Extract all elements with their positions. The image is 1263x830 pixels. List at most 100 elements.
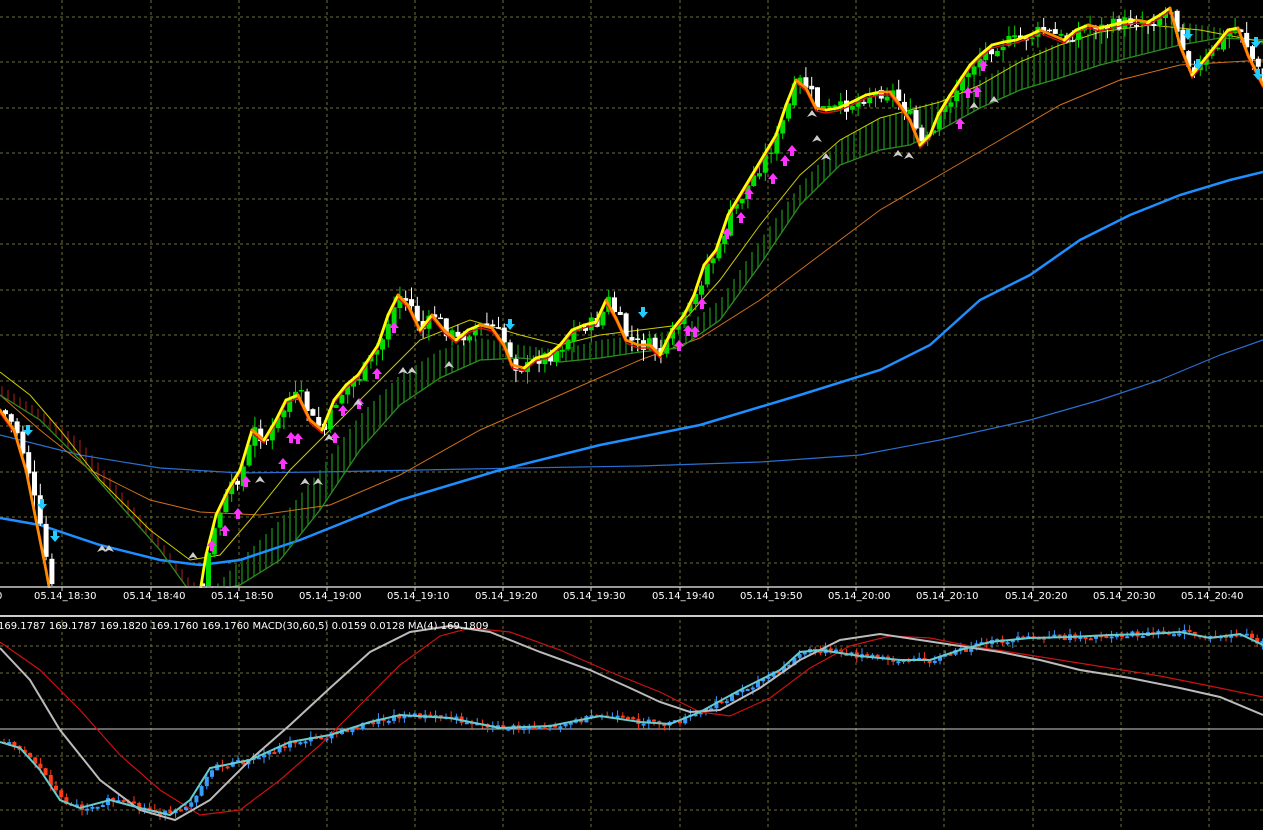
bull-candle[interactable] bbox=[397, 296, 403, 309]
bull-candle[interactable] bbox=[728, 209, 733, 236]
bear-candle[interactable] bbox=[235, 480, 240, 485]
bull-candle[interactable] bbox=[739, 198, 745, 204]
bull-candle[interactable] bbox=[867, 97, 873, 104]
bull-candle[interactable] bbox=[954, 90, 960, 102]
bull-candle[interactable] bbox=[855, 100, 861, 107]
bull-candle[interactable] bbox=[385, 323, 391, 340]
bull-candle[interactable] bbox=[269, 426, 275, 441]
bear-candle[interactable] bbox=[635, 338, 641, 340]
bull-candle[interactable] bbox=[838, 101, 844, 106]
bull-candle[interactable] bbox=[699, 285, 704, 295]
bull-candle[interactable] bbox=[223, 494, 229, 513]
buy-arrow-icon[interactable] bbox=[697, 298, 707, 309]
bear-candle[interactable] bbox=[623, 313, 629, 337]
bull-candle[interactable] bbox=[994, 50, 1000, 57]
bear-candle[interactable] bbox=[432, 314, 438, 318]
bull-candle[interactable] bbox=[1029, 37, 1035, 40]
bull-candle[interactable] bbox=[1226, 31, 1232, 37]
bear-candle[interactable] bbox=[919, 127, 925, 142]
bear-candle[interactable] bbox=[26, 452, 32, 474]
bull-candle[interactable] bbox=[1139, 21, 1145, 25]
bull-candle[interactable] bbox=[217, 513, 223, 528]
buy-arrow-icon[interactable] bbox=[674, 340, 684, 351]
bear-candle[interactable] bbox=[548, 353, 554, 362]
bear-candle[interactable] bbox=[14, 421, 20, 434]
bull-candle[interactable] bbox=[333, 405, 339, 408]
bull-candle[interactable] bbox=[983, 50, 989, 61]
bear-candle[interactable] bbox=[519, 370, 525, 372]
bull-candle[interactable] bbox=[936, 111, 942, 129]
bear-candle[interactable] bbox=[612, 297, 617, 313]
buy-arrow-icon[interactable] bbox=[690, 326, 700, 337]
bull-candle[interactable] bbox=[849, 105, 855, 110]
buy-arrow-icon[interactable] bbox=[389, 322, 399, 333]
bull-candle[interactable] bbox=[751, 175, 757, 187]
bull-candle[interactable] bbox=[374, 349, 380, 355]
bear-candle[interactable] bbox=[583, 326, 588, 331]
bull-candle[interactable] bbox=[971, 66, 977, 75]
bull-candle[interactable] bbox=[977, 58, 983, 68]
bull-candle[interactable] bbox=[1000, 46, 1006, 51]
bull-candle[interactable] bbox=[380, 339, 385, 350]
bear-candle[interactable] bbox=[652, 337, 658, 350]
buy-arrow-icon[interactable] bbox=[278, 458, 288, 469]
bear-candle[interactable] bbox=[1052, 29, 1058, 34]
buy-arrow-icon[interactable] bbox=[955, 118, 965, 129]
bull-candle[interactable] bbox=[664, 339, 670, 354]
bull-candle[interactable] bbox=[565, 339, 571, 350]
bear-candle[interactable] bbox=[902, 101, 907, 113]
bull-candle[interactable] bbox=[449, 330, 455, 337]
buy-arrow-icon[interactable] bbox=[963, 87, 973, 98]
bull-candle[interactable] bbox=[1157, 18, 1163, 25]
bull-candle[interactable] bbox=[786, 103, 791, 119]
buy-arrow-icon[interactable] bbox=[722, 228, 732, 239]
bear-candle[interactable] bbox=[438, 317, 443, 320]
bull-candle[interactable] bbox=[356, 379, 362, 381]
bull-candle[interactable] bbox=[339, 394, 345, 404]
bear-candle[interactable] bbox=[461, 335, 467, 341]
buy-arrow-icon[interactable] bbox=[233, 508, 243, 519]
sell-arrow-icon[interactable] bbox=[1183, 29, 1193, 40]
bear-candle[interactable] bbox=[316, 417, 322, 426]
bear-candle[interactable] bbox=[844, 100, 849, 112]
bull-candle[interactable] bbox=[1012, 35, 1018, 38]
bull-candle[interactable] bbox=[757, 173, 762, 177]
bull-candle[interactable] bbox=[710, 258, 716, 264]
bull-candle[interactable] bbox=[960, 76, 965, 91]
bull-candle[interactable] bbox=[942, 104, 948, 113]
bear-candle[interactable] bbox=[32, 471, 37, 496]
price-chart-pane[interactable] bbox=[0, 0, 1263, 596]
bull-candle[interactable] bbox=[600, 311, 606, 326]
buy-arrow-icon[interactable] bbox=[293, 433, 303, 444]
bull-candle[interactable] bbox=[327, 409, 333, 430]
bear-candle[interactable] bbox=[1261, 68, 1263, 83]
buy-arrow-icon[interactable] bbox=[978, 60, 988, 71]
bear-candle[interactable] bbox=[1250, 46, 1255, 60]
bear-candle[interactable] bbox=[37, 495, 43, 524]
sell-arrow-icon[interactable] bbox=[23, 425, 33, 436]
bull-candle[interactable] bbox=[884, 96, 890, 101]
bear-candle[interactable] bbox=[617, 311, 623, 315]
buy-arrow-icon[interactable] bbox=[780, 155, 790, 166]
buy-arrow-icon[interactable] bbox=[787, 145, 797, 156]
bull-candle[interactable] bbox=[287, 398, 293, 412]
bear-candle[interactable] bbox=[200, 583, 206, 586]
buy-arrow-icon[interactable] bbox=[338, 405, 348, 416]
bull-candle[interactable] bbox=[1081, 26, 1087, 31]
bull-candle[interactable] bbox=[931, 130, 936, 134]
bear-candle[interactable] bbox=[1070, 40, 1076, 42]
buy-arrow-icon[interactable] bbox=[220, 525, 230, 536]
bull-candle[interactable] bbox=[948, 102, 954, 107]
buy-arrow-icon[interactable] bbox=[768, 173, 778, 184]
bull-candle[interactable] bbox=[240, 466, 246, 487]
buy-arrow-icon[interactable] bbox=[207, 540, 217, 551]
bear-candle[interactable] bbox=[989, 48, 994, 55]
bear-candle[interactable] bbox=[809, 85, 815, 90]
bull-candle[interactable] bbox=[571, 329, 577, 342]
bull-candle[interactable] bbox=[1076, 28, 1081, 40]
bear-candle[interactable] bbox=[1047, 29, 1052, 32]
bear-candle[interactable] bbox=[49, 558, 55, 585]
buy-arrow-icon[interactable] bbox=[972, 86, 982, 97]
bear-candle[interactable] bbox=[507, 342, 513, 358]
bull-candle[interactable] bbox=[1058, 33, 1064, 36]
